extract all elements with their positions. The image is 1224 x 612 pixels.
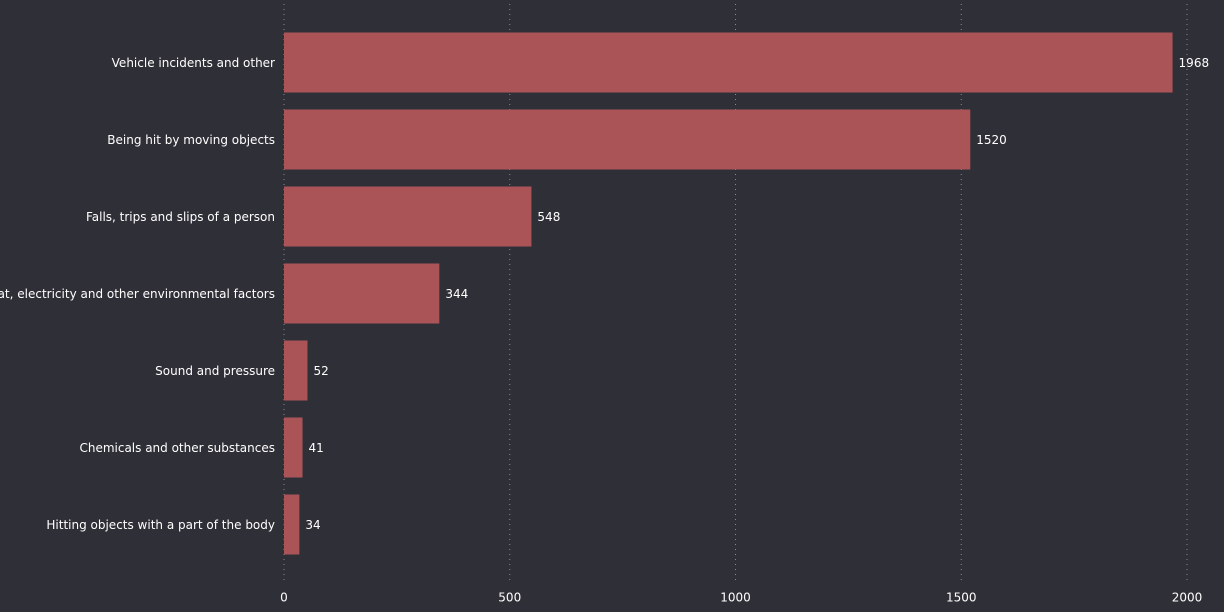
y-tick-label: Vehicle incidents and other	[112, 56, 275, 70]
x-tick-label: 1500	[946, 591, 977, 605]
bar	[284, 32, 1173, 93]
data-label: 1520	[976, 133, 1007, 147]
bar	[284, 494, 300, 555]
data-label: 34	[305, 518, 320, 532]
x-tick-label: 500	[498, 591, 521, 605]
x-tick-label: 1000	[720, 591, 751, 605]
y-tick-label: Sound and pressure	[155, 364, 275, 378]
bar	[284, 109, 971, 170]
bar	[284, 186, 532, 247]
data-label: 41	[309, 441, 324, 455]
bar	[284, 263, 440, 324]
x-tick-label: 0	[280, 591, 288, 605]
y-tick-label: Chemicals and other substances	[79, 441, 275, 455]
y-tick-label: Hitting objects with a part of the body	[46, 518, 275, 532]
data-label: 548	[537, 210, 560, 224]
y-tick-label: Being hit by moving objects	[107, 133, 275, 147]
y-tick-label: Heat, electricity and other environmenta…	[0, 287, 275, 301]
data-label: 52	[313, 364, 328, 378]
bar	[284, 340, 308, 401]
bar	[284, 417, 303, 478]
x-tick-label: 2000	[1172, 591, 1203, 605]
data-label: 1968	[1179, 56, 1210, 70]
y-tick-label: Falls, trips and slips of a person	[86, 210, 275, 224]
data-label: 344	[445, 287, 468, 301]
